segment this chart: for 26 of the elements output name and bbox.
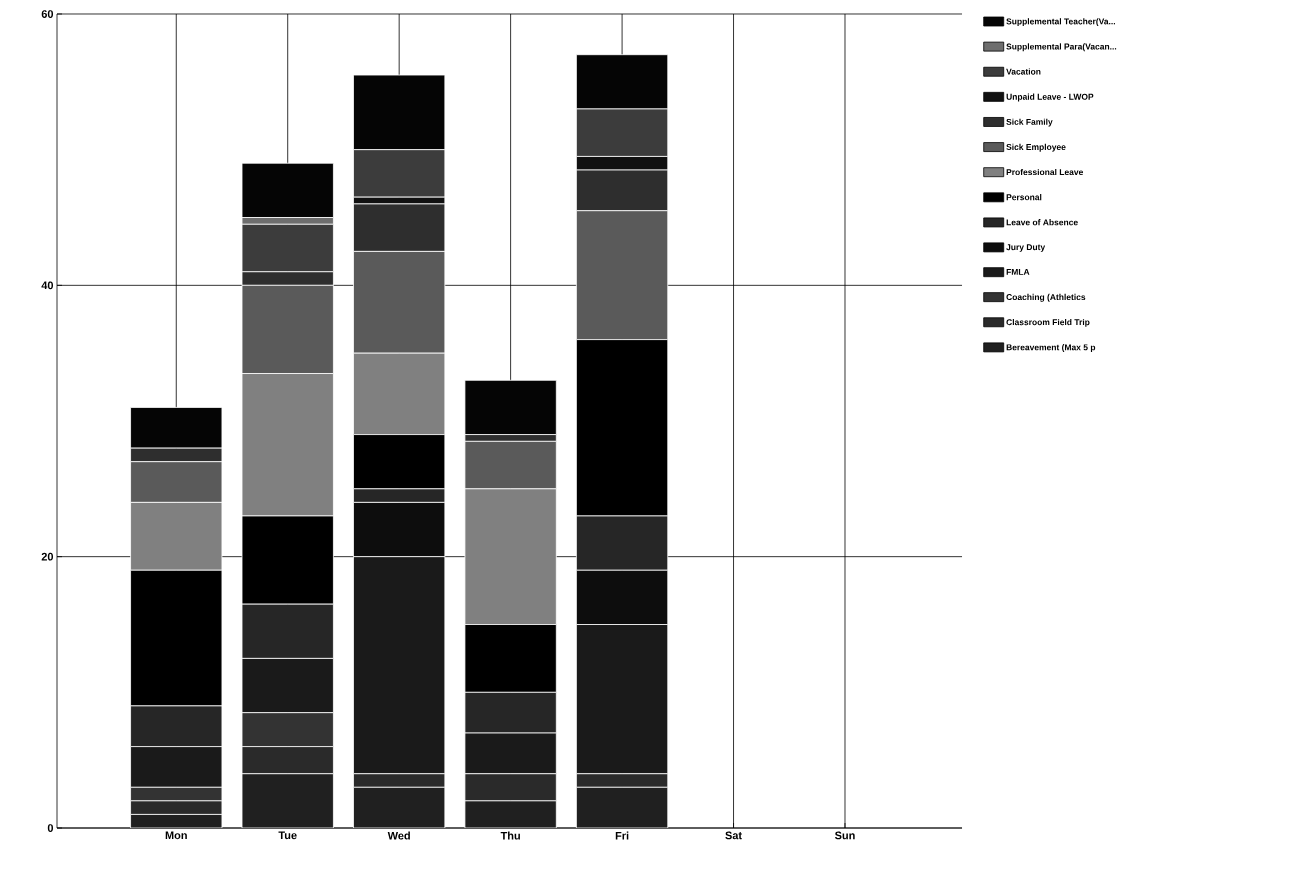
legend-label: Coaching (Athletics <box>1006 293 1086 302</box>
x-tick-label: Tue <box>278 831 297 840</box>
legend-label: Leave of Absence <box>1006 219 1078 226</box>
y-tick-label: 20 <box>41 552 54 561</box>
legend-label: FMLA <box>1006 269 1030 275</box>
legend-label: Supplemental Para(Vacan... <box>1006 43 1117 52</box>
legend-label: Bereavement (Max 5 p <box>1006 344 1096 352</box>
x-tick-label: Wed <box>387 831 410 840</box>
legend-label: Sick Family <box>1006 118 1053 127</box>
x-tick-label: Thu <box>500 831 520 840</box>
legend-label: Vacation <box>1006 68 1041 75</box>
x-tick-label: Mon <box>165 831 187 840</box>
legend-label: Unpaid Leave - LWOP <box>1006 93 1094 102</box>
legend-label: Classroom Field Trip <box>1006 318 1090 327</box>
x-tick-label: Sun <box>834 831 855 840</box>
y-tick-label: 40 <box>41 281 54 290</box>
legend-label: Supplemental Teacher(Va... <box>1006 18 1116 27</box>
bar <box>464 800 557 828</box>
legend-label: Professional Leave <box>1006 168 1083 176</box>
legend-label: Personal <box>1006 193 1042 201</box>
y-tick-label: 60 <box>41 10 54 18</box>
y-tick-label: 0 <box>47 824 54 832</box>
x-tick-label: Fri <box>615 831 629 840</box>
x-tick-label: Sat <box>725 831 742 840</box>
legend-label: Sick Employee <box>1006 143 1066 152</box>
legend-label: Jury Duty <box>1006 244 1046 252</box>
